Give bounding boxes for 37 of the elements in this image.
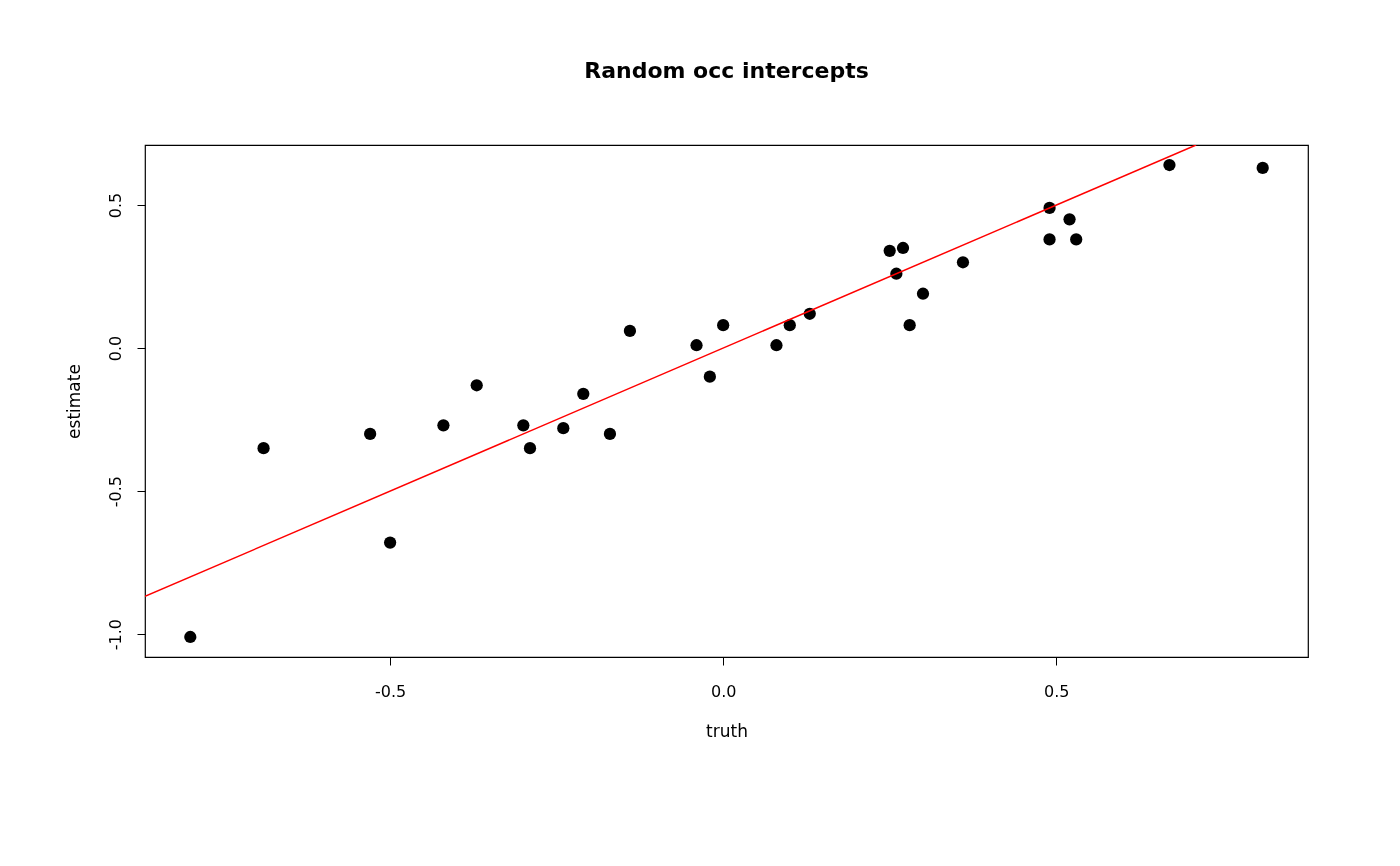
chart-title: Random occ intercepts	[584, 58, 869, 83]
point	[916, 287, 930, 300]
point	[184, 630, 197, 644]
point	[623, 324, 637, 338]
point	[783, 319, 796, 332]
point	[603, 427, 617, 441]
x-tick-label: -0.5	[375, 681, 407, 701]
point	[883, 244, 896, 257]
point	[770, 339, 783, 352]
point	[523, 442, 537, 455]
point	[517, 419, 530, 432]
point	[437, 419, 450, 432]
y-tick-label: -0.5	[105, 475, 125, 508]
x-axis-title: truth	[706, 720, 748, 741]
y-tick-label: 0.5	[105, 192, 125, 219]
y-tick-label: 0.0	[105, 335, 125, 362]
point	[384, 536, 397, 549]
point	[956, 256, 970, 269]
point	[1043, 233, 1056, 246]
point	[364, 427, 377, 441]
point	[703, 370, 716, 383]
x-tick-label: 0.0	[710, 681, 737, 701]
point	[1063, 213, 1076, 226]
point	[1163, 158, 1176, 172]
point	[717, 319, 730, 332]
y-axis-title: estimate	[63, 364, 84, 439]
point	[903, 319, 916, 332]
point	[257, 442, 270, 455]
point	[577, 387, 590, 400]
point	[690, 339, 703, 352]
y-tick-label: -1.0	[105, 619, 125, 651]
point	[470, 379, 483, 392]
point	[896, 241, 910, 255]
point	[1070, 233, 1083, 246]
x-tick-label: 0.5	[1043, 681, 1070, 701]
point	[1256, 161, 1269, 174]
point	[557, 422, 570, 435]
